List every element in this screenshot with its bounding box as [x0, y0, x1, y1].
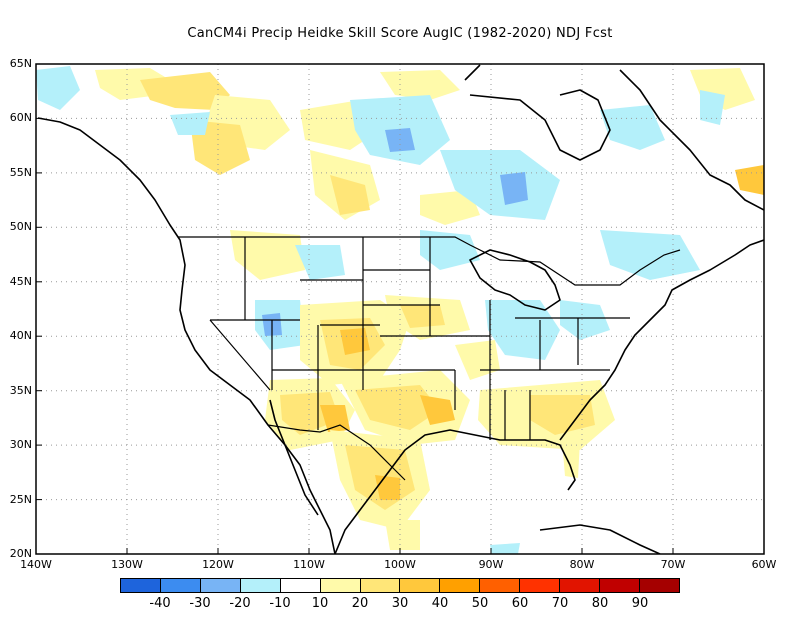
great-lakes	[469, 249, 561, 311]
skill-region-yellow	[420, 190, 480, 225]
colorbar-swatch	[320, 579, 361, 592]
lon-label-120w: 120W	[202, 558, 234, 571]
colorbar-swatch	[160, 579, 201, 592]
colorbar-label: -20	[229, 596, 251, 611]
colorbar-label: 30	[391, 596, 409, 611]
colorbar-swatch	[200, 579, 241, 592]
lon-label-100w: 100W	[384, 558, 416, 571]
skill-region-yellow	[330, 175, 370, 215]
lat-label-25n: 25N	[9, 493, 32, 506]
skill-region-lightblue	[600, 105, 665, 150]
skill-region-yellow	[380, 70, 460, 100]
skill-region-lightorange	[280, 392, 340, 435]
skill-region-blue	[500, 172, 528, 205]
colorbar-label: 80	[591, 596, 609, 611]
lon-label-70w: 70W	[660, 558, 686, 571]
state-border	[209, 319, 271, 391]
colorbar-swatch	[600, 579, 640, 592]
political-borders	[178, 236, 681, 481]
skill-region-orange	[320, 405, 350, 432]
us-mexico-border	[267, 424, 406, 481]
lat-label-60n: 60N	[9, 111, 32, 124]
skill-region-lightblue	[700, 90, 725, 125]
colorbar-label: 60	[511, 596, 529, 611]
colorbar-swatch	[360, 579, 401, 592]
lon-label-80w: 80W	[569, 558, 595, 571]
colorbar-label: 90	[631, 596, 649, 611]
lat-label-50n: 50N	[9, 220, 32, 233]
colorbar-swatch	[240, 579, 281, 592]
lat-label-20n: 20N	[9, 547, 32, 560]
labrador-coast	[619, 69, 764, 211]
skill-region-lightblue	[295, 245, 345, 280]
atlantic-coastline	[559, 239, 764, 441]
skill-region-lightblue	[420, 230, 480, 270]
skill-region-yellow	[690, 68, 755, 110]
skill-region-lightblue	[485, 300, 560, 360]
cuba-coast	[539, 524, 661, 554]
colorbar-label: 50	[471, 596, 489, 611]
us-canada-border	[178, 236, 681, 286]
colorbar-label: -30	[189, 596, 211, 611]
lon-label-140w: 140W	[20, 558, 52, 571]
skill-region-yellow	[385, 520, 420, 550]
lon-label-110w: 110W	[293, 558, 325, 571]
baja-coastline	[269, 399, 319, 516]
colorbar-swatch	[121, 579, 161, 592]
hudson-bay	[464, 64, 611, 161]
colorbar-swatch	[480, 579, 521, 592]
skill-region-lightblue	[490, 543, 520, 554]
colorbar-swatch	[400, 579, 441, 592]
coastlines	[37, 64, 764, 554]
lon-label-90w: 90W	[478, 558, 504, 571]
colorbar-label: -10	[269, 596, 291, 611]
lat-label-40n: 40N	[9, 329, 32, 342]
skill-region-yellow	[562, 440, 580, 478]
colorbar	[120, 578, 680, 593]
lat-label-45n: 45N	[9, 275, 32, 288]
skill-region-lightblue	[36, 66, 80, 110]
colorbar-label: 70	[551, 596, 569, 611]
colorbar-swatch	[560, 579, 601, 592]
skill-region-lightblue	[440, 150, 560, 220]
colorbar-label: -40	[149, 596, 171, 611]
colorbar-swatch	[280, 579, 321, 592]
pacific-coastline	[37, 117, 336, 554]
skill-region-lightblue	[170, 112, 210, 135]
skill-region-yellow	[455, 340, 500, 380]
skill-region-lightorange	[400, 305, 445, 328]
lat-label-35n: 35N	[9, 384, 32, 397]
skill-region-lightorange	[530, 395, 595, 435]
mexico-gulf-coastline	[334, 429, 576, 554]
skill-region-orange	[420, 395, 455, 425]
graticule	[36, 64, 764, 554]
colorbar-swatch	[520, 579, 561, 592]
chart-title: CanCM4i Precip Heidke Skill Score AugIC …	[187, 26, 613, 41]
skill-region-orange	[735, 165, 764, 195]
skill-region-yellow	[230, 230, 305, 280]
lat-label-55n: 55N	[9, 166, 32, 179]
skill-region-lightblue	[600, 230, 700, 280]
skill-region-lightorange	[355, 385, 440, 430]
colorbar-swatch	[639, 579, 679, 592]
skill-region-yellow	[140, 72, 230, 110]
colorbar-swatch	[440, 579, 481, 592]
colorbar-label: 40	[431, 596, 449, 611]
colorbar-label: 20	[351, 596, 369, 611]
lon-label-130w: 130W	[111, 558, 143, 571]
shaded-skill-regions	[36, 66, 764, 554]
tick-marks	[36, 63, 674, 554]
lat-label-65n: 65N	[9, 57, 32, 70]
colorbar-label: 10	[311, 596, 329, 611]
skill-region-lightblue	[560, 300, 610, 340]
lat-label-30n: 30N	[9, 438, 32, 451]
lon-label-60w: 60W	[751, 558, 777, 571]
